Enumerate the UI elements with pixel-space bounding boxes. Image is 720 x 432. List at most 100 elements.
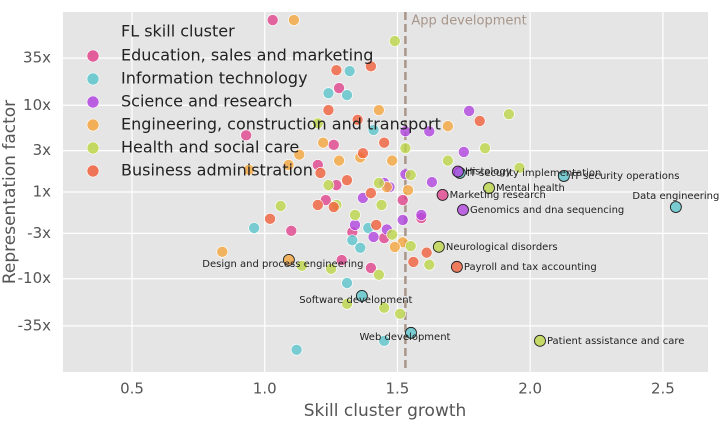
point bbox=[357, 147, 369, 160]
legend-swatch bbox=[86, 164, 100, 178]
point bbox=[327, 201, 340, 213]
point bbox=[457, 203, 469, 216]
point bbox=[458, 146, 470, 158]
point bbox=[513, 162, 526, 174]
point bbox=[404, 240, 417, 252]
point bbox=[293, 148, 306, 161]
point bbox=[264, 213, 276, 225]
point-label: Software development bbox=[299, 295, 412, 306]
point bbox=[452, 165, 464, 178]
point-label: Web development bbox=[360, 332, 451, 343]
point bbox=[296, 260, 308, 272]
point bbox=[473, 115, 486, 127]
y-tick-label: 10x bbox=[23, 96, 51, 114]
point bbox=[420, 246, 433, 259]
grid: 0.5 1.0 1.5 2.0 2.5 35x 10x 3x 1x -3x -10x -35x App … bbox=[18, 12, 708, 398]
point-label: Histology bbox=[465, 167, 512, 178]
point bbox=[375, 199, 388, 211]
point bbox=[341, 89, 353, 101]
legend-label: Health and social care bbox=[121, 138, 299, 157]
point bbox=[394, 308, 406, 320]
point bbox=[503, 108, 515, 120]
legend-swatch bbox=[86, 95, 100, 109]
y-tick-label: 1x bbox=[33, 183, 52, 201]
y-axis-label: Representation factor bbox=[0, 100, 20, 284]
point-label: Mental health bbox=[496, 183, 565, 194]
point bbox=[423, 258, 436, 271]
point-label: Design and process engineering bbox=[202, 259, 363, 270]
point bbox=[365, 262, 377, 274]
point bbox=[349, 219, 361, 231]
x-axis-label: Skill cluster growth bbox=[304, 401, 467, 421]
point-label: Data engineering bbox=[632, 191, 719, 202]
point bbox=[378, 335, 390, 347]
point bbox=[322, 104, 335, 116]
point bbox=[333, 154, 345, 167]
point bbox=[483, 182, 495, 195]
point bbox=[534, 334, 546, 347]
point bbox=[442, 120, 454, 132]
legend-label: Information technology bbox=[121, 69, 308, 88]
legend-label: Science and research bbox=[121, 92, 293, 111]
x-tick-label: 0.5 bbox=[120, 380, 144, 398]
x-tick-label: 2.5 bbox=[651, 380, 675, 398]
point bbox=[216, 246, 229, 258]
point bbox=[354, 242, 367, 254]
point bbox=[365, 60, 377, 73]
point bbox=[327, 139, 340, 151]
y-tick-label: -35x bbox=[18, 316, 51, 334]
point bbox=[365, 187, 377, 199]
point bbox=[285, 224, 298, 237]
point bbox=[314, 167, 327, 179]
point-label: Payroll and tax accounting bbox=[464, 262, 597, 273]
point bbox=[432, 240, 445, 253]
point bbox=[386, 228, 398, 241]
point bbox=[312, 199, 324, 211]
point bbox=[399, 142, 412, 154]
point-label: Genomics and dna sequencing bbox=[470, 205, 624, 216]
point-label: IT security operations bbox=[571, 171, 680, 182]
point bbox=[367, 124, 380, 136]
legend-label: Business administration bbox=[121, 161, 313, 180]
point bbox=[325, 263, 337, 275]
legend-label: Engineering, construction and transport bbox=[121, 115, 441, 134]
point bbox=[290, 343, 303, 356]
point bbox=[415, 209, 428, 221]
point bbox=[349, 209, 361, 221]
legend-swatch bbox=[86, 141, 100, 155]
point bbox=[367, 231, 380, 243]
point bbox=[388, 241, 401, 253]
point bbox=[351, 114, 364, 126]
point bbox=[373, 104, 385, 116]
point bbox=[330, 64, 343, 76]
point bbox=[399, 125, 412, 138]
point-label: Patient assistance and care bbox=[547, 336, 684, 347]
point bbox=[274, 200, 287, 212]
point bbox=[333, 82, 345, 94]
point-label: Neurological disorders bbox=[446, 242, 558, 253]
point bbox=[404, 169, 417, 181]
point bbox=[463, 105, 475, 117]
legend-swatch bbox=[86, 49, 100, 63]
point bbox=[322, 87, 335, 99]
point bbox=[341, 298, 353, 310]
point bbox=[405, 326, 417, 339]
point bbox=[669, 201, 682, 213]
legend-label: Education, sales and marketing bbox=[121, 46, 373, 65]
y-tick-label: -10x bbox=[18, 269, 51, 287]
point bbox=[423, 125, 436, 138]
reference-label: App development bbox=[411, 14, 526, 29]
point bbox=[240, 129, 252, 142]
point bbox=[479, 142, 491, 154]
y-tick-label: 35x bbox=[23, 49, 51, 67]
point bbox=[341, 277, 353, 289]
y-tick-label: 3x bbox=[33, 141, 52, 159]
point bbox=[402, 184, 414, 196]
legend-swatch bbox=[86, 118, 100, 132]
point bbox=[386, 154, 398, 167]
point bbox=[373, 268, 385, 281]
point bbox=[373, 177, 385, 189]
y-tick-label: -3x bbox=[27, 224, 51, 242]
